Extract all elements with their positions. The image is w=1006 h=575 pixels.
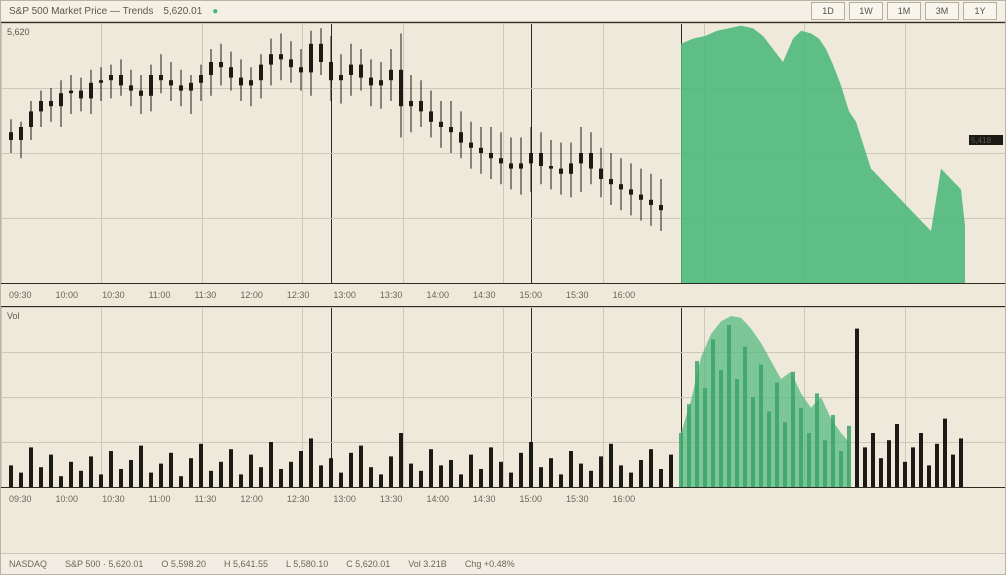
status-item: C 5,620.01 [346, 559, 390, 569]
time-label: 12:30 [287, 290, 310, 300]
time-label: 10:00 [56, 494, 79, 504]
interval-button-1d[interactable]: 1D [811, 2, 845, 20]
time-label: 11:30 [194, 494, 216, 504]
volume-badge-left: Vol [5, 311, 22, 321]
status-dot-icon: ● [212, 6, 218, 17]
time-label: 10:00 [56, 290, 79, 300]
status-item: NASDAQ [9, 559, 47, 569]
chart-app: S&P 500 Market Price — Trends 5,620.01 ●… [0, 0, 1006, 575]
xaxis-mid: 09:30 10:00 10:30 11:00 11:30 12:00 12:30 13:00… [1, 283, 1005, 306]
time-label: 12:30 [287, 494, 310, 504]
interval-button-1y[interactable]: 1Y [963, 2, 997, 20]
chart-stack: 5,620 5,418 09:30 10:00 10:30 11:00 11:30 12:… [1, 22, 1005, 553]
time-label: 16:00 [613, 494, 636, 504]
price-badge-left: 5,620 [5, 27, 32, 37]
time-label: 09:30 [9, 290, 32, 300]
time-label: 10:30 [102, 494, 125, 504]
status-item: H 5,641.55 [224, 559, 268, 569]
time-label: 15:30 [566, 290, 589, 300]
interval-button-1m[interactable]: 1M [887, 2, 921, 20]
time-label: 16:00 [613, 290, 636, 300]
time-label: 14:00 [426, 494, 449, 504]
time-label: 14:30 [473, 290, 496, 300]
time-label: 13:30 [380, 494, 403, 504]
toolbar: S&P 500 Market Price — Trends 5,620.01 ●… [1, 1, 1005, 22]
interval-button-3m[interactable]: 3M [925, 2, 959, 20]
svg-text:5,418: 5,418 [971, 136, 992, 145]
time-label: 11:00 [149, 494, 171, 504]
time-label: 13:00 [333, 290, 356, 300]
time-label: 15:00 [520, 290, 543, 300]
ticker-value: 5,620.01 [163, 6, 202, 17]
status-item: S&P 500 · 5,620.01 [65, 559, 143, 569]
status-item: L 5,580.10 [286, 559, 328, 569]
interval-button-1w[interactable]: 1W [849, 2, 883, 20]
status-item: Vol 3.21B [408, 559, 447, 569]
time-label: 11:30 [194, 290, 216, 300]
status-footer: NASDAQ S&P 500 · 5,620.01 O 5,598.20 H 5,64… [1, 553, 1005, 574]
volume-panel[interactable]: Vol [1, 306, 1005, 487]
status-item: Chg +0.48% [465, 559, 515, 569]
time-label: 15:30 [566, 494, 589, 504]
time-label: 14:00 [426, 290, 449, 300]
time-label: 12:00 [240, 494, 263, 504]
time-label: 14:30 [473, 494, 496, 504]
time-label: 11:00 [149, 290, 171, 300]
time-label: 15:00 [520, 494, 543, 504]
status-item: O 5,598.20 [161, 559, 206, 569]
price-panel[interactable]: 5,620 5,418 [1, 22, 1005, 283]
time-label: 13:30 [380, 290, 403, 300]
toolbar-buttons: 1D1W1M3M1Y [811, 2, 997, 20]
xaxis-bottom: 09:30 10:00 10:30 11:00 11:30 12:00 12:30 13:00… [1, 487, 1005, 510]
time-label: 10:30 [102, 290, 125, 300]
ticker-label: S&P 500 Market Price — Trends [9, 6, 153, 17]
time-label: 09:30 [9, 494, 32, 504]
time-label: 13:00 [333, 494, 356, 504]
time-label: 12:00 [240, 290, 263, 300]
